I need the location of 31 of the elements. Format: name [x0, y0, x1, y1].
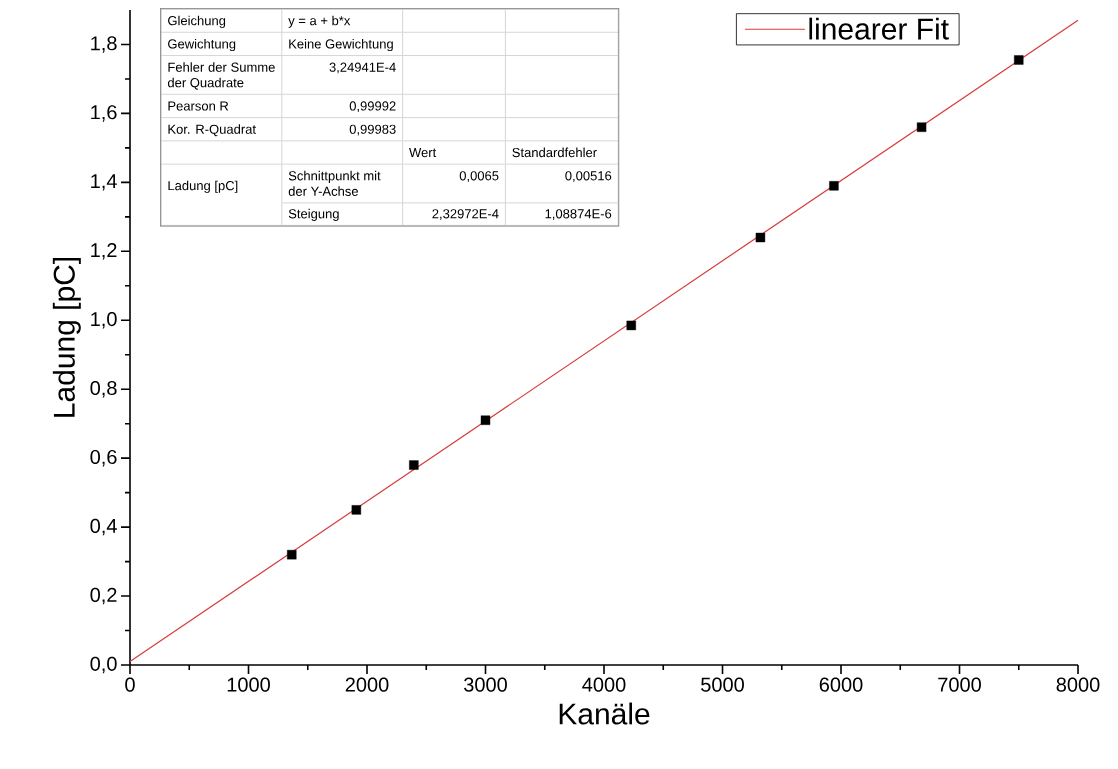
y-tick-label: 0,6: [90, 449, 117, 467]
y-tick-label: 0,4: [90, 518, 117, 536]
point: [287, 549, 297, 560]
x-tick-label: 5000: [701, 677, 744, 692]
y-tick-label: 1,6: [91, 105, 117, 122]
y-tick-label: 1,2: [91, 243, 117, 260]
y-tick-label: 1,4: [91, 174, 117, 191]
point: [916, 122, 927, 132]
y-tick-label: 0,8: [90, 380, 117, 398]
x-tick-label: 4000: [582, 677, 626, 692]
x-tick-label: 3000: [464, 677, 507, 692]
y-tick-label: 1,0: [91, 312, 117, 329]
y-tick-label: 0,0: [90, 656, 117, 674]
point: [480, 415, 491, 425]
point: [351, 505, 362, 515]
point: [626, 320, 636, 331]
x-tick-label: 6000: [819, 677, 863, 692]
point: [829, 181, 839, 191]
y-tick-label: 0,2: [90, 587, 117, 605]
x-tick-label: 2000: [345, 677, 389, 692]
point: [1014, 55, 1024, 65]
point: [755, 232, 766, 243]
x-tick-label: 0: [125, 677, 135, 692]
y-tick-label: 1,8: [91, 36, 117, 53]
x-axis-title: Kanäle: [559, 702, 650, 725]
legend-label: linearer Fit: [809, 17, 949, 40]
x-tick-label: 7000: [938, 677, 981, 692]
x-tick-label: 8000: [1056, 677, 1100, 692]
x-tick-label: 1000: [227, 677, 270, 692]
y-axis-title: Ladung [pC]: [52, 257, 81, 417]
point: [409, 460, 419, 470]
